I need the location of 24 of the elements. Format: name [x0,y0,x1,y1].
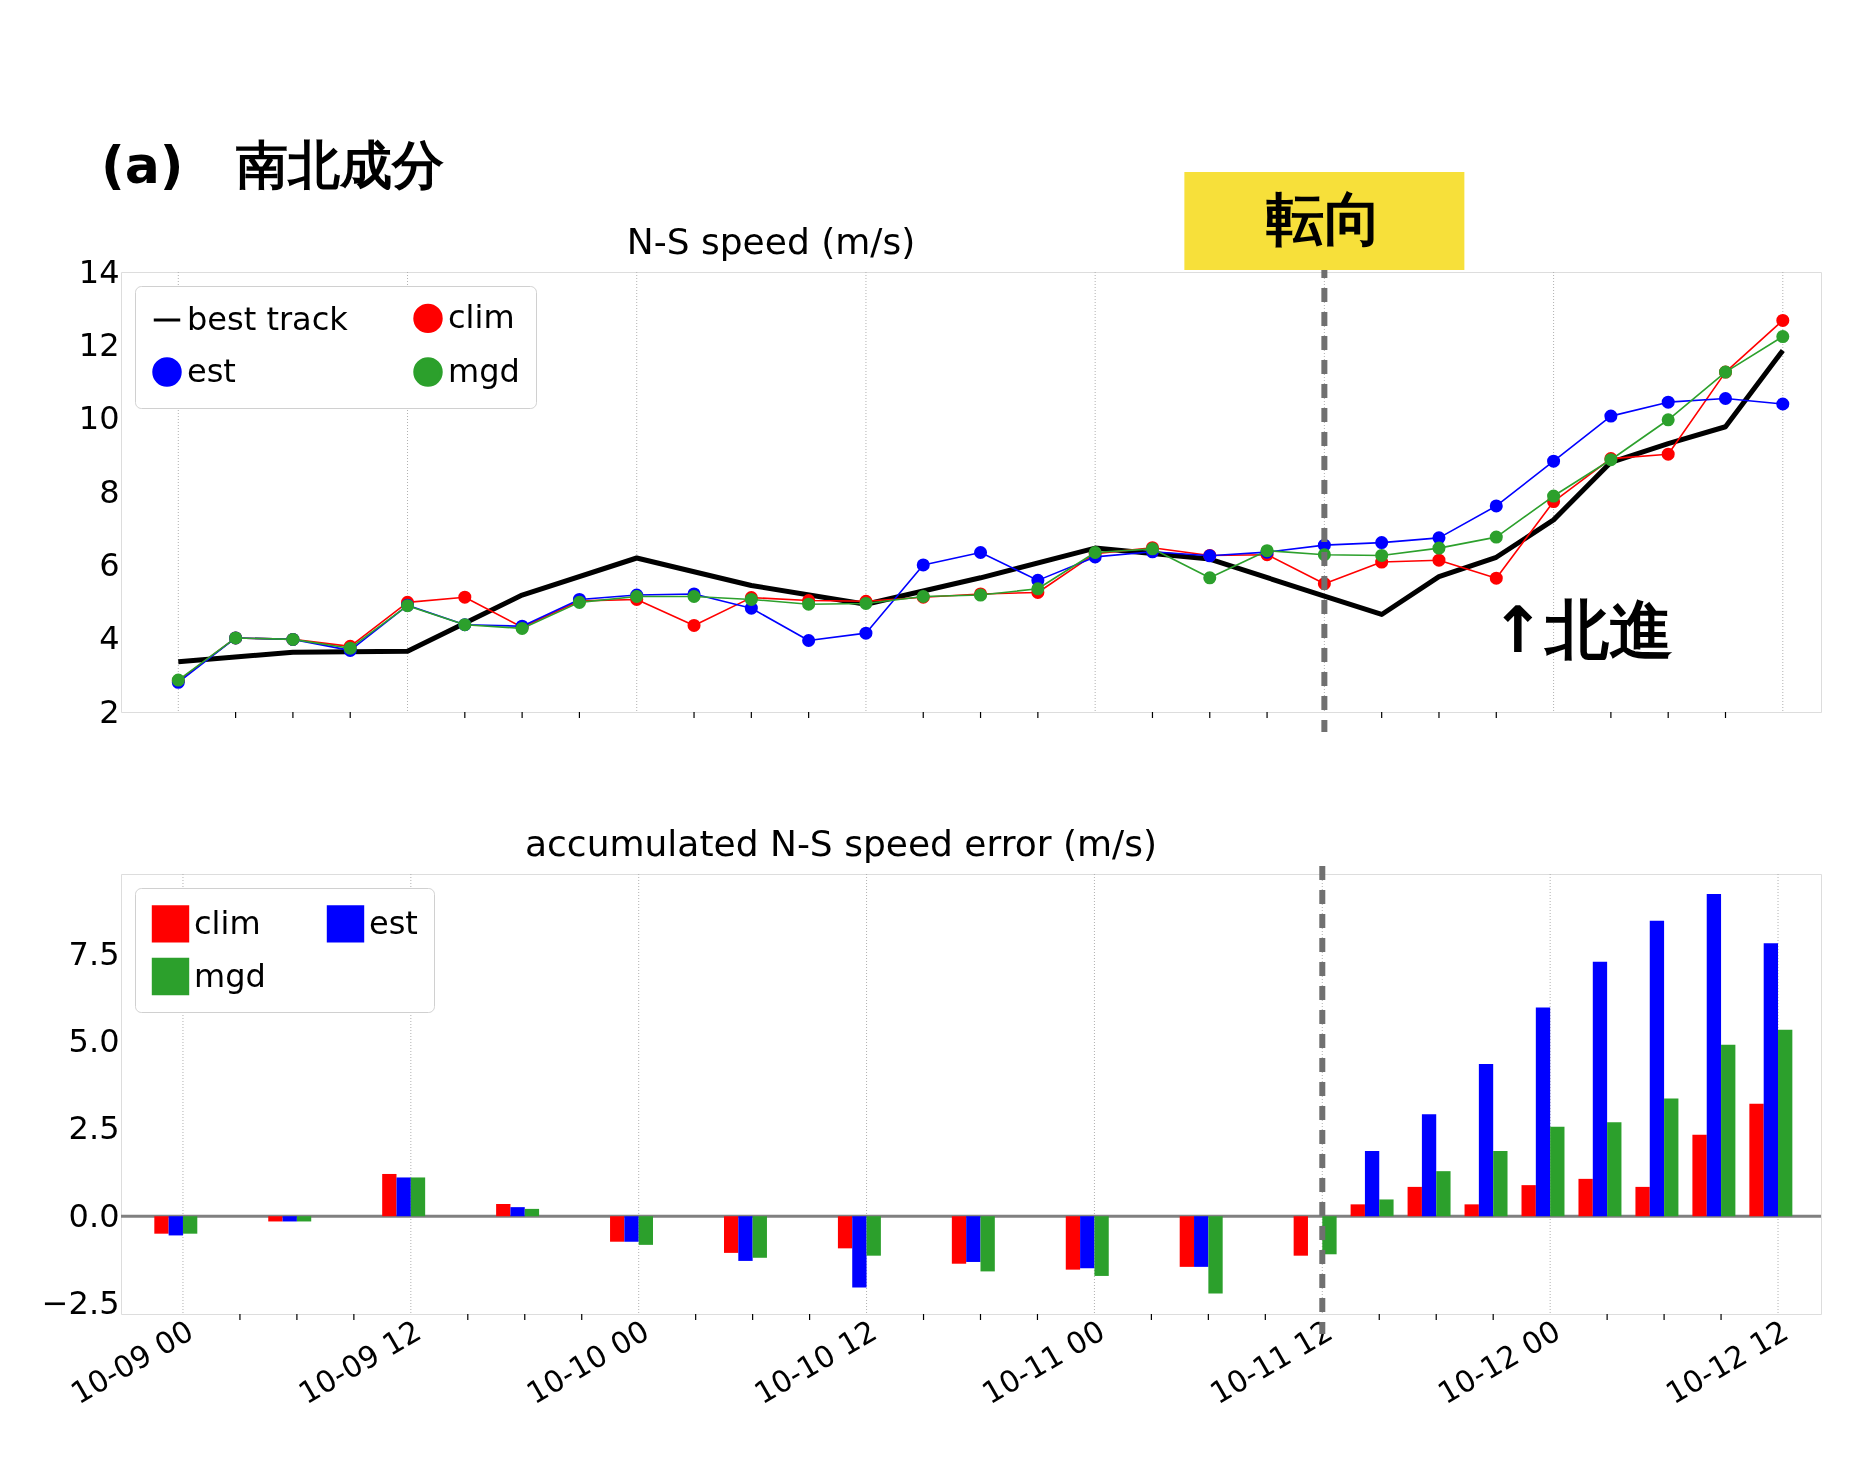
annotation: ↑北進 [1491,592,1673,667]
y-tick-label: 7.5 [68,934,120,973]
y-tick-label: 8 [99,472,120,511]
legend-label: est [369,903,418,942]
y-tick-label: 4 [99,619,120,658]
legend-label: best track [187,300,349,338]
legend-label: mgd [448,352,520,390]
text: (a) 南北成分 [101,135,444,195]
y-tick-label: 10 [78,399,120,438]
legend-label: clim [194,903,261,942]
y-tick-label: 0.0 [68,1196,120,1235]
y-tick-label: 2 [99,692,120,731]
ref-line-label: 転向 [1266,185,1383,253]
y-tick-label: −2.5 [41,1284,120,1323]
legend-label: clim [448,298,515,337]
chart-title: N-S speed (m/s) [626,221,916,262]
y-tick-label: 5.0 [68,1022,120,1061]
y-tick-label: 2.5 [68,1109,120,1148]
chart-title: accumulated N-S speed error (m/s) [524,823,1158,864]
y-tick-label: 14 [78,252,120,291]
y-tick-label: 12 [78,325,120,364]
legend-label: mgd [194,956,266,995]
y-tick-label: 6 [99,545,120,584]
legend-label: est [187,352,236,390]
